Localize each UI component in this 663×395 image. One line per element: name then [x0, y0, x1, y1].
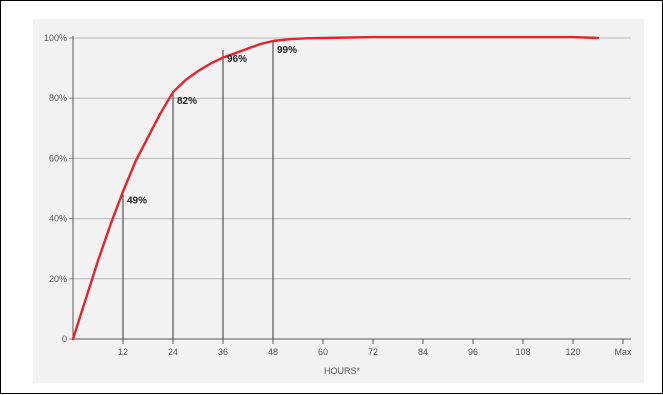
x-tick-label: 48 — [268, 347, 278, 357]
plot-background — [33, 19, 644, 383]
annotation-label: 82% — [177, 96, 197, 107]
annotation-lines — [122, 41, 274, 339]
y-tick-label: 80% — [49, 93, 67, 103]
x-tick-label: 84 — [418, 347, 428, 357]
data-series — [71, 35, 600, 341]
annotation-label: 99% — [277, 45, 297, 56]
tick-labels: 0 20% 40% 60% 80% 100% 12 24 36 48 60 72 84 96 108 120 M… — [44, 33, 632, 357]
annotation-labels: 49% 82% 96% 99% — [127, 45, 297, 207]
annotation-label: 49% — [127, 196, 147, 207]
y-tick-label: 60% — [49, 153, 67, 163]
y-tick-label: 20% — [49, 274, 67, 284]
x-tick-label: Max — [614, 347, 632, 357]
y-tick-label: 100% — [44, 33, 67, 43]
x-tick-label: 24 — [168, 347, 178, 357]
y-tick-label: 40% — [49, 214, 67, 224]
x-tick-label: 60 — [318, 347, 328, 357]
x-tick-label: 120 — [565, 347, 580, 357]
x-tick-label: 72 — [368, 347, 378, 357]
annotation-label: 96% — [227, 54, 247, 65]
x-tick-label: 12 — [118, 347, 128, 357]
axes — [69, 36, 631, 344]
y-tick-label: 0 — [62, 334, 67, 344]
x-tick-label: 96 — [468, 347, 478, 357]
series-line — [71, 35, 600, 341]
x-tick-label: 108 — [515, 347, 530, 357]
x-tick-label: 36 — [218, 347, 228, 357]
grid-lines — [73, 37, 631, 280]
x-axis-title: HOURS* — [324, 366, 361, 376]
